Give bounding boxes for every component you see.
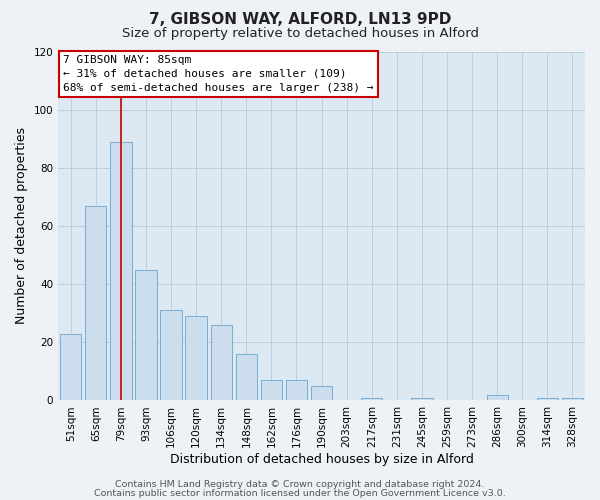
Bar (411, 398, 433, 400)
Bar (286, 380, 307, 400)
X-axis label: Distribution of detached houses by size in Alford: Distribution of detached houses by size … (170, 453, 473, 466)
Text: 7, GIBSON WAY, ALFORD, LN13 9PD: 7, GIBSON WAY, ALFORD, LN13 9PD (149, 12, 451, 28)
Bar (537, 398, 558, 400)
Bar (85, 206, 106, 400)
Text: Contains public sector information licensed under the Open Government Licence v3: Contains public sector information licen… (94, 488, 506, 498)
Bar (160, 310, 182, 400)
Y-axis label: Number of detached properties: Number of detached properties (15, 128, 28, 324)
Bar (185, 316, 207, 400)
Bar (60, 334, 82, 400)
Bar (211, 325, 232, 400)
Text: Contains HM Land Registry data © Crown copyright and database right 2024.: Contains HM Land Registry data © Crown c… (115, 480, 485, 489)
Bar (562, 398, 583, 400)
Text: 7 GIBSON WAY: 85sqm
← 31% of detached houses are smaller (109)
68% of semi-detac: 7 GIBSON WAY: 85sqm ← 31% of detached ho… (64, 55, 374, 93)
Bar (110, 142, 131, 400)
Bar (311, 386, 332, 400)
Bar (236, 354, 257, 401)
Bar (487, 394, 508, 400)
Bar (136, 270, 157, 400)
Text: Size of property relative to detached houses in Alford: Size of property relative to detached ho… (121, 28, 479, 40)
Bar (361, 398, 382, 400)
Bar (261, 380, 282, 400)
